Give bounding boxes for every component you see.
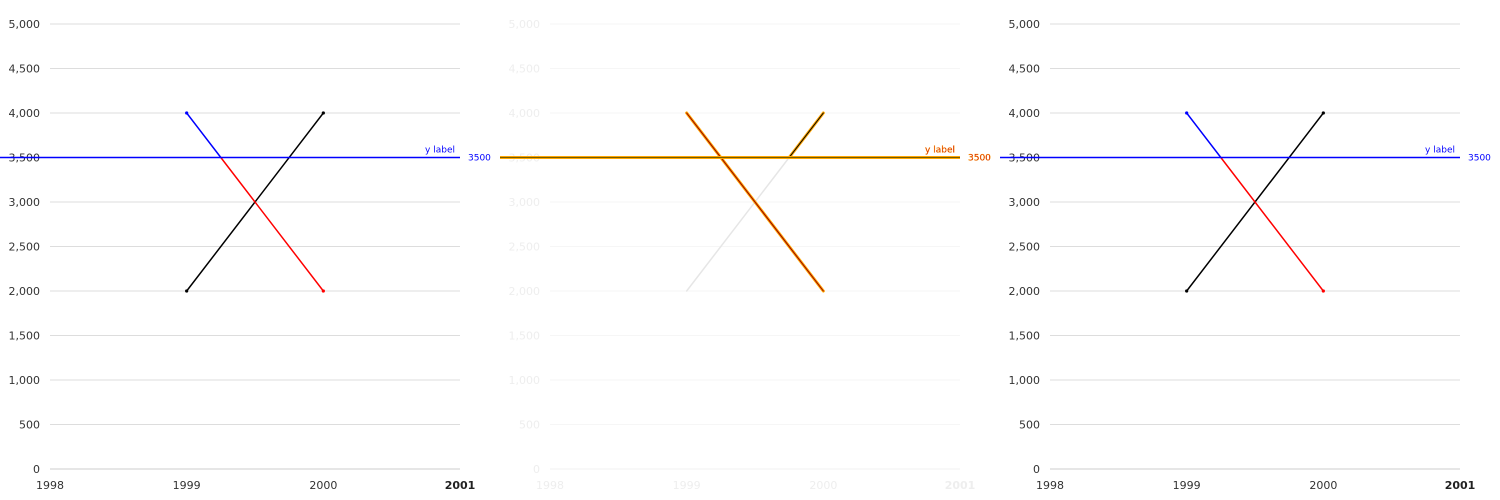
- y-tick-label: 2,500: [9, 241, 41, 254]
- x-tick-label: 1998: [536, 479, 564, 492]
- data-point: [321, 111, 325, 115]
- data-point: [1185, 289, 1189, 293]
- x-tick-label: 2000: [309, 479, 337, 492]
- y-tick-label: 0: [533, 463, 540, 476]
- series-line-segment: [220, 156, 325, 292]
- y-tick-label: 500: [19, 419, 40, 432]
- y-tick-label: 5,000: [509, 18, 541, 31]
- x-tick-label: 2000: [809, 479, 837, 492]
- reference-line-value: 3500: [1468, 154, 1491, 164]
- y-tick-label: 4,500: [509, 63, 541, 76]
- y-tick-label: 1,000: [9, 374, 41, 387]
- series-line-dimmed: [685, 156, 790, 292]
- x-tick-label: 1998: [36, 479, 64, 492]
- y-tick-label: 0: [33, 463, 40, 476]
- y-tick-label: 2,000: [1009, 285, 1041, 298]
- y-tick-label: 500: [1019, 419, 1040, 432]
- y-tick-label: 4,000: [9, 107, 41, 120]
- data-point: [1321, 289, 1325, 293]
- y-tick-label: 4,500: [1009, 63, 1041, 76]
- y-tick-label: 4,500: [9, 63, 41, 76]
- x-tick-label: 1999: [173, 479, 201, 492]
- y-tick-label: 2,000: [9, 285, 41, 298]
- x-tick-label: 1999: [673, 479, 701, 492]
- chart-panel-middle: 05001,0001,5002,0002,5003,0003,5004,0004…: [500, 0, 1000, 500]
- series-line: [686, 112, 824, 292]
- y-tick-label: 1,000: [509, 374, 541, 387]
- series-line-segment: [1185, 112, 1222, 159]
- x-tick-label: 2001: [945, 479, 976, 492]
- x-tick-label: 2001: [445, 479, 476, 492]
- y-tick-label: 3,000: [509, 196, 541, 209]
- y-tick-label: 1,500: [1009, 330, 1041, 343]
- series-line: [788, 112, 824, 158]
- y-tick-label: 2,000: [509, 285, 541, 298]
- x-tick-label: 1998: [1036, 479, 1064, 492]
- line-chart-right: 05001,0001,5002,0002,5003,0003,5004,0004…: [1000, 18, 1491, 492]
- data-point: [185, 289, 189, 293]
- reference-line-label: y label: [425, 146, 455, 156]
- y-tick-label: 3,000: [1009, 196, 1041, 209]
- x-tick-label: 2000: [1309, 479, 1337, 492]
- y-tick-label: 3,000: [9, 196, 41, 209]
- line-chart-middle: 05001,0001,5002,0002,5003,0003,5004,0004…: [500, 18, 991, 492]
- chart-panel-right: 0 500 1,000 1,500 2,000 2,500 3,000 3,500 4,000 4…: [1000, 0, 1500, 500]
- y-tick-label: 2,500: [1009, 241, 1041, 254]
- x-tick-label: 2001: [1445, 479, 1476, 492]
- y-tick-label: 1,000: [1009, 374, 1041, 387]
- series-line-segment: [1220, 156, 1325, 292]
- data-point: [321, 289, 325, 293]
- y-tick-label: 2,500: [509, 241, 541, 254]
- y-tick-label: 1,500: [9, 330, 41, 343]
- y-tick-label: 4,000: [509, 107, 541, 120]
- y-tick-label: 500: [519, 419, 540, 432]
- series-line-segment: [185, 112, 222, 159]
- reference-line-label: y label: [1425, 146, 1455, 156]
- line-chart-left: 05001,0001,5002,0002,5003,0003,5004,0004…: [0, 18, 491, 492]
- y-tick-label: 5,000: [9, 18, 41, 31]
- y-tick-label: 1,500: [509, 330, 541, 343]
- reference-line-value: 3500: [468, 154, 491, 164]
- data-point: [1185, 111, 1189, 115]
- chart-panel-left: 0 500 1,000 1,500 2,000 2,500 3,000 3,500 4,000 4…: [0, 0, 500, 500]
- y-tick-label: 0: [1033, 463, 1040, 476]
- reference-line-value: 3500: [968, 154, 991, 164]
- data-point: [1321, 111, 1325, 115]
- x-tick-label: 1999: [1173, 479, 1201, 492]
- y-tick-label: 5,000: [1009, 18, 1041, 31]
- y-tick-label: 4,000: [1009, 107, 1041, 120]
- data-point: [185, 111, 189, 115]
- reference-line-label: y label: [925, 146, 955, 156]
